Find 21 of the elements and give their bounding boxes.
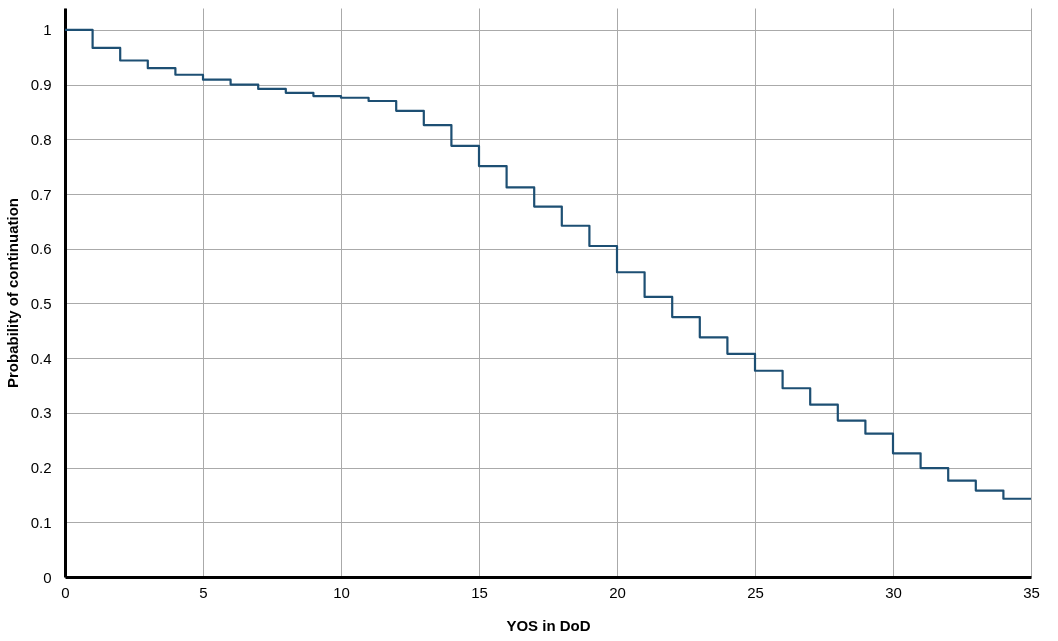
x-tick-label: 35 — [1023, 583, 1040, 601]
x-tick-label: 0 — [61, 583, 70, 601]
x-tick-label: 10 — [333, 583, 350, 601]
x-axis-title: YOS in DoD — [506, 616, 591, 634]
x-tick-label: 15 — [471, 583, 488, 601]
y-tick-label: 0.2 — [30, 459, 52, 477]
x-tick-label: 20 — [609, 583, 626, 601]
y-tick-label: 0.9 — [30, 76, 52, 94]
y-tick-label: 0.1 — [30, 513, 52, 531]
y-tick-label: 1 — [43, 21, 52, 39]
y-tick-label: 0 — [43, 568, 52, 586]
x-tick-label: 30 — [885, 583, 902, 601]
y-tick-label: 0.7 — [30, 185, 52, 203]
y-tick-label: 0.8 — [30, 130, 52, 148]
x-tick-label: 5 — [199, 583, 208, 601]
y-tick-label: 0.5 — [30, 294, 52, 312]
y-tick-label: 0.4 — [30, 349, 52, 367]
y-axis-title: Probability of continuation — [3, 198, 21, 388]
x-tick-label: 25 — [747, 583, 764, 601]
y-tick-label: 0.3 — [30, 404, 52, 422]
y-tick-label: 0.6 — [30, 240, 52, 258]
